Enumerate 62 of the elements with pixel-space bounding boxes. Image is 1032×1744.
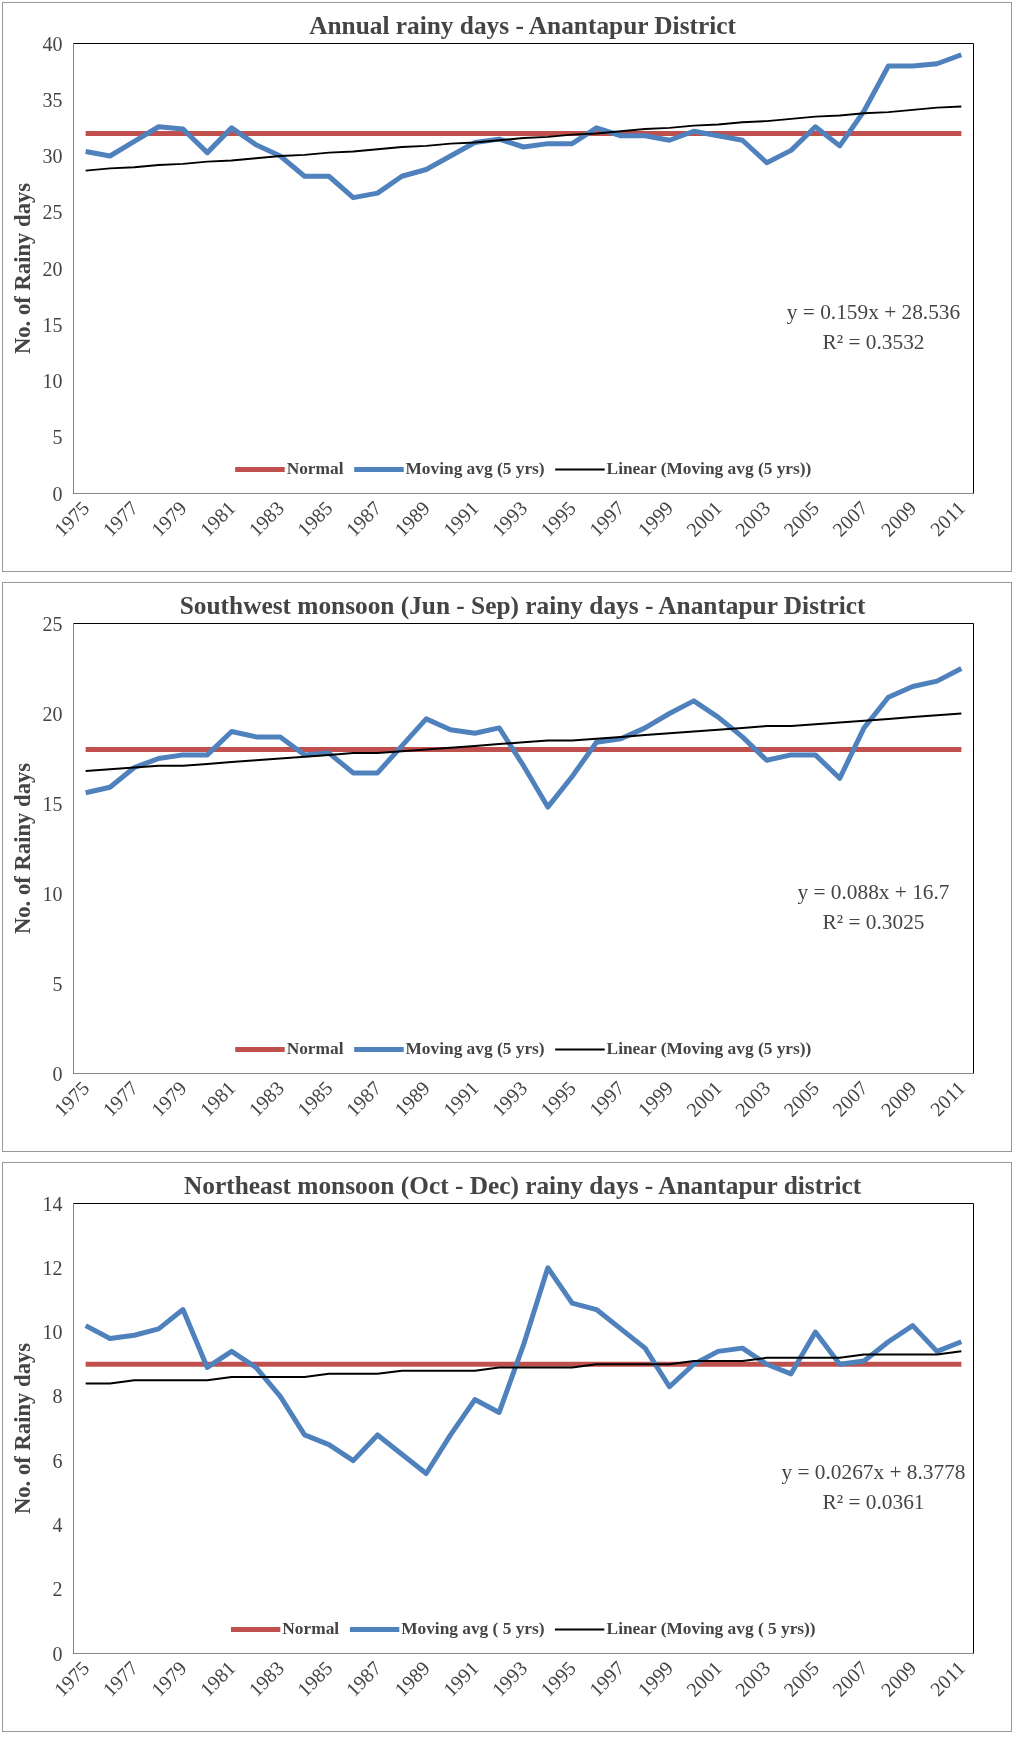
legend-label: Moving avg ( 5 yrs): [401, 1619, 545, 1639]
y-tick-label: 6: [52, 1449, 63, 1472]
y-tick-label: 14: [42, 1192, 63, 1215]
legend-label: Linear (Moving avg (5 yrs)): [606, 459, 812, 479]
annotation: y = 0.0267x + 8.3778: [781, 1459, 966, 1484]
line-series: [84, 105, 963, 172]
y-tick-label: 5: [52, 426, 63, 449]
legend-label: Normal: [282, 1619, 340, 1639]
legend-label: Moving avg (5 yrs): [405, 1039, 545, 1059]
legend-label: Linear (Moving avg ( 5 yrs)): [606, 1619, 816, 1639]
legend-label: Normal: [286, 459, 344, 479]
x-tick-label: 2001: [682, 496, 726, 541]
line-series: [84, 712, 963, 773]
x-tick-label: 1981: [195, 1656, 240, 1701]
y-tick-label: 25: [42, 612, 63, 635]
y-tick-label: 15: [42, 313, 63, 336]
x-tick-label: 1981: [195, 1076, 240, 1121]
y-axis-title: No. of Rainy days: [9, 1342, 35, 1515]
y-tick-label: 10: [42, 370, 63, 392]
y-tick-label: 30: [42, 145, 63, 167]
x-tick-label: 1991: [438, 1076, 483, 1121]
legend-label: Linear (Moving avg (5 yrs)): [606, 1039, 812, 1059]
x-tick-label: 2011: [925, 496, 970, 541]
chart-title: Annual rainy days - Anantapur District: [309, 10, 737, 39]
y-tick-label: 8: [52, 1385, 63, 1408]
line-series: [84, 1350, 963, 1385]
y-tick-label: 35: [42, 88, 63, 111]
y-tick-label: 10: [42, 882, 63, 905]
x-tick-label: 1981: [195, 496, 240, 541]
x-tick-label: 1991: [438, 496, 483, 541]
y-tick-label: 0: [52, 1062, 63, 1085]
y-tick-label: 5: [52, 972, 63, 995]
legend-label: Moving avg (5 yrs): [405, 459, 545, 479]
annotation: R² = 0.3532: [822, 329, 925, 354]
x-tick-label: 1989: [390, 496, 434, 541]
x-tick-label: 2001: [682, 1656, 726, 1701]
x-tick-label: 2011: [925, 1076, 970, 1121]
y-tick-label: 10: [42, 1321, 63, 1344]
y-axis-title: No. of Rainy days: [9, 182, 35, 355]
y-tick-label: 15: [42, 792, 63, 815]
annotation: R² = 0.3025: [822, 909, 925, 934]
chart-title: Northeast monsoon (Oct - Dec) rainy days - Anantapur district: [184, 1170, 862, 1200]
x-tick-label: 1989: [390, 1076, 434, 1121]
y-tick-label: 0: [52, 1642, 63, 1665]
chart-title: Southwest monsoon (Jun - Sep) rainy days - Anantapur District: [179, 590, 866, 620]
y-tick-label: 4: [52, 1513, 63, 1536]
y-tick-label: 2: [52, 1578, 63, 1601]
x-tick-label: 1989: [390, 1656, 434, 1701]
x-tick-label: 2011: [925, 1656, 970, 1701]
y-tick-label: 12: [42, 1256, 63, 1279]
y-axis-title: No. of Rainy days: [9, 762, 35, 935]
y-tick-label: 40: [42, 32, 63, 55]
y-tick-label: 20: [42, 702, 63, 725]
y-tick-label: 0: [52, 482, 63, 505]
annotation: y = 0.088x + 16.7: [797, 879, 950, 904]
x-tick-label: 1991: [438, 1656, 483, 1701]
y-tick-label: 25: [42, 201, 63, 224]
legend-label: Normal: [286, 1039, 344, 1059]
x-tick-label: 2001: [682, 1076, 726, 1121]
y-tick-label: 20: [42, 257, 63, 280]
annotation: y = 0.159x + 28.536: [786, 299, 961, 324]
annotation: R² = 0.0361: [822, 1489, 925, 1514]
